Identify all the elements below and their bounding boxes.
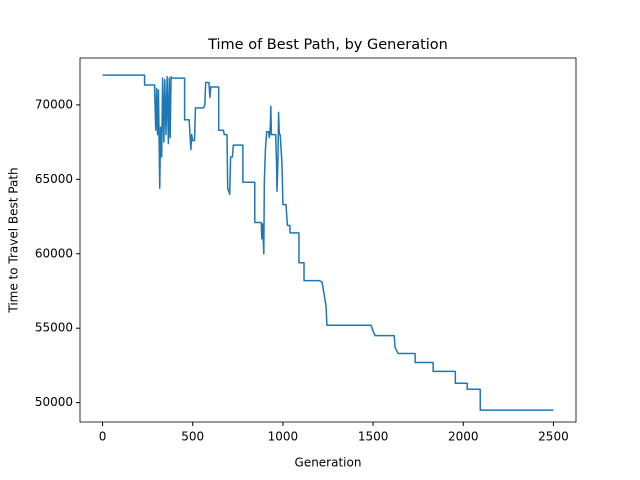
x-tick-label: 1000 xyxy=(268,430,299,444)
y-tick-label: 70000 xyxy=(35,97,73,111)
x-tick-label: 0 xyxy=(99,430,107,444)
x-tick-label: 2500 xyxy=(538,430,569,444)
x-tick-label: 2000 xyxy=(448,430,479,444)
plot-frame xyxy=(79,57,577,423)
x-axis-label: Generation xyxy=(295,456,362,470)
y-tick-label: 50000 xyxy=(35,395,73,409)
y-tick-label: 60000 xyxy=(35,246,73,260)
y-axis-label: Time to Travel Best Path xyxy=(7,167,21,313)
y-tick-label: 65000 xyxy=(35,172,73,186)
x-tick-label: 500 xyxy=(181,430,204,444)
x-tick-label: 1500 xyxy=(358,430,389,444)
chart-title: Time of Best Path, by Generation xyxy=(207,37,448,53)
y-tick-label: 55000 xyxy=(35,321,73,335)
data-line xyxy=(102,74,554,411)
